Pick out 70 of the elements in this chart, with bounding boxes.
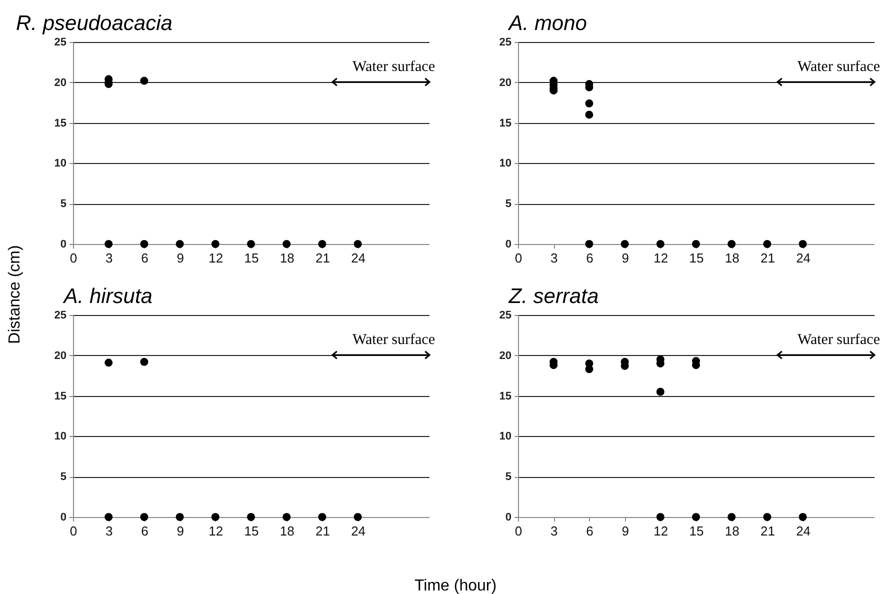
x-tick-label: 9 [622,524,629,538]
x-tick-label: 12 [654,250,668,266]
y-tick-label: 20 [54,350,66,362]
y-tick-label: 20 [499,350,512,362]
x-tick-label: 24 [796,250,811,266]
x-tick-label: 15 [689,250,704,266]
chart-title: A. hirsuta [62,285,152,308]
x-tick-label: 21 [760,524,775,538]
x-tick-label: 15 [689,524,704,538]
y-tick-label: 10 [499,158,512,170]
x-tick-label: 24 [796,524,811,538]
y-tick-label: 20 [54,76,66,89]
annotation: Water surface [798,59,880,75]
x-tick-label: 18 [280,524,294,538]
y-tick-label: 20 [499,76,512,89]
x-tick-label: 6 [586,524,594,538]
x-tick-label: 9 [176,250,184,266]
y-tick-label: 25 [54,36,66,48]
x-tick-label: 18 [724,250,740,266]
y-tick-label: 10 [54,430,66,443]
y-tick-label: 0 [60,512,66,524]
x-tick-label: 3 [105,524,113,538]
y-tick-label: 10 [54,158,66,170]
x-tick-label: 21 [315,524,330,538]
x-tick-label: 6 [586,250,594,266]
x-tick-label: 0 [514,524,522,538]
y-tick-label: 25 [54,310,66,322]
x-tick-label: 18 [724,524,740,538]
x-tick-label: 3 [105,250,113,266]
x-tick-label: 12 [208,524,224,538]
y-tick-label: 10 [499,430,512,443]
y-tick-label: 0 [505,238,512,250]
y-tick-label: 15 [499,117,512,130]
y-axis-title: Distance (cm) [6,245,24,344]
x-tick-label: 18 [280,250,294,266]
y-tick-label: 5 [60,198,66,210]
y-tick-label: 25 [499,36,512,48]
x-tick-label: 9 [176,524,184,538]
y-tick-label: 5 [505,198,512,210]
x-tick-label: 0 [514,250,522,266]
x-tick-label: 6 [141,524,148,538]
x-axis-title: Time (hour) [414,578,497,594]
y-tick-label: 15 [54,117,66,130]
x-tick-label: 3 [550,524,558,538]
annotation: Water surface [798,332,880,348]
x-tick-label: 15 [244,524,259,538]
chart-title: R. pseudoacacia [16,12,172,35]
y-tick-label: 25 [499,310,512,322]
chart-title: A. mono [506,12,588,35]
x-tick-label: 9 [622,250,629,266]
y-tick-label: 15 [54,390,66,402]
x-tick-label: 0 [70,524,78,538]
x-tick-label: 21 [760,250,775,266]
y-tick-label: 5 [60,471,66,484]
x-tick-label: 21 [315,250,330,266]
annotation: Water surface [352,332,436,348]
x-tick-label: 24 [351,250,366,266]
y-tick-label: 5 [505,471,512,484]
y-tick-label: 0 [60,238,66,250]
x-tick-label: 12 [654,524,668,538]
x-tick-label: 12 [208,250,224,266]
y-tick-label: 15 [499,390,512,402]
chart-title: Z. serrata [508,285,599,308]
annotation: Water surface [352,59,436,75]
x-tick-label: 15 [244,250,259,266]
x-tick-label: 6 [141,250,148,266]
y-tick-label: 0 [505,512,512,524]
x-tick-label: 0 [70,250,78,266]
x-tick-label: 3 [550,250,558,266]
x-tick-label: 24 [351,524,366,538]
